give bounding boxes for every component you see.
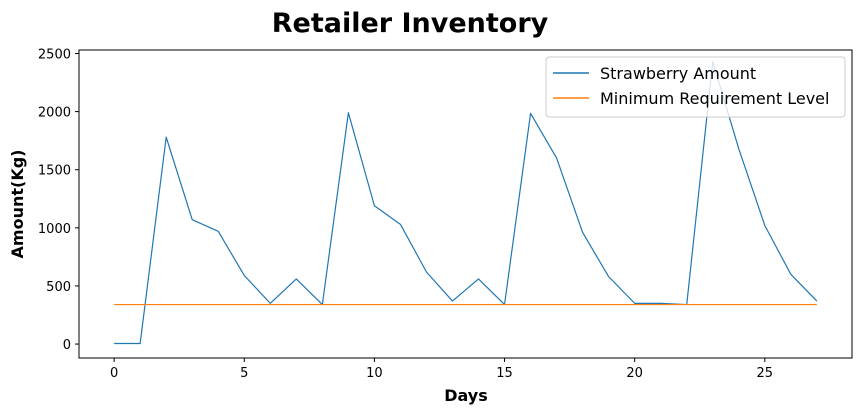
y-tick-label: 500 bbox=[46, 280, 71, 295]
legend-box bbox=[545, 56, 846, 118]
y-tick-label: 0 bbox=[63, 338, 71, 353]
x-tick-label: 15 bbox=[496, 366, 513, 381]
x-axis-label: Days bbox=[444, 386, 488, 405]
y-axis-label: Amount(Kg) bbox=[8, 150, 27, 259]
y-tick-label: 2000 bbox=[38, 106, 71, 121]
series-line-strawberry-amount bbox=[114, 61, 818, 345]
x-tick-label: 20 bbox=[626, 366, 643, 381]
plot-area-frame bbox=[78, 49, 853, 359]
legend: Strawberry Amount Minimum Requirement Le… bbox=[545, 56, 846, 118]
x-tick-label: 10 bbox=[366, 366, 383, 381]
x-tick-label: 5 bbox=[240, 366, 248, 381]
x-tick-label: 25 bbox=[757, 366, 774, 381]
x-tick-label: 0 bbox=[110, 366, 118, 381]
legend-label-strawberry-amount: Strawberry Amount bbox=[600, 64, 756, 83]
y-tick-label: 1000 bbox=[38, 222, 71, 237]
legend-label-minimum-requirement-level: Minimum Requirement Level bbox=[600, 89, 829, 108]
y-tick-label: 1500 bbox=[38, 164, 71, 179]
y-tick-label: 2500 bbox=[38, 47, 71, 62]
chart-title: Retailer Inventory bbox=[272, 8, 549, 39]
